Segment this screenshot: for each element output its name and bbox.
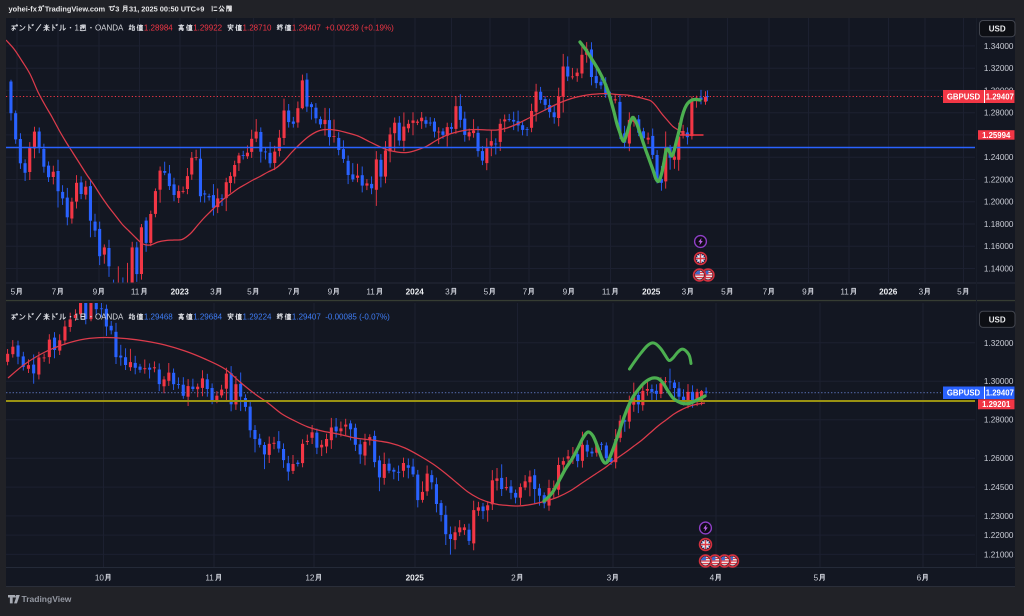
svg-text:1.29922: 1.29922 (193, 24, 222, 33)
svg-text:3: 3 (210, 287, 215, 296)
svg-text:9: 9 (328, 287, 333, 296)
svg-text:1.14000: 1.14000 (984, 264, 1014, 273)
svg-text:1.20000: 1.20000 (984, 198, 1014, 207)
svg-text:1.24000: 1.24000 (984, 153, 1014, 162)
svg-text:1.22000: 1.22000 (984, 531, 1014, 540)
svg-text:+0.00239 (+0.19%): +0.00239 (+0.19%) (325, 24, 394, 33)
svg-text:11: 11 (602, 287, 611, 296)
svg-text:1.21000: 1.21000 (984, 550, 1014, 559)
svg-text:1: 1 (75, 313, 80, 322)
svg-text:5: 5 (484, 287, 489, 296)
svg-text:5: 5 (957, 287, 962, 296)
svg-text:9: 9 (93, 287, 98, 296)
svg-text:9: 9 (563, 287, 568, 296)
svg-text:1.32000: 1.32000 (984, 64, 1014, 73)
svg-text:USD: USD (989, 315, 1006, 324)
svg-text:5: 5 (11, 287, 16, 296)
svg-text:OANDA: OANDA (95, 313, 124, 322)
svg-text:6: 6 (917, 573, 922, 582)
svg-text:2023: 2023 (171, 287, 190, 296)
svg-text:3: 3 (607, 573, 612, 582)
svg-text:2025: 2025 (642, 287, 661, 296)
svg-text:7: 7 (763, 287, 768, 296)
svg-text:1.29407: 1.29407 (986, 92, 1014, 101)
svg-text:TradingView: TradingView (22, 594, 72, 604)
svg-text:USD: USD (989, 25, 1006, 34)
svg-text:TradingView.com: TradingView.com (45, 4, 106, 13)
svg-text:11: 11 (840, 287, 849, 296)
svg-text:1.28000: 1.28000 (984, 416, 1014, 425)
svg-text:2024: 2024 (406, 287, 425, 296)
svg-text:1.22000: 1.22000 (984, 175, 1014, 184)
svg-text:1.29407: 1.29407 (986, 389, 1014, 398)
svg-text:3: 3 (682, 287, 687, 296)
svg-text:5: 5 (814, 573, 819, 582)
svg-text:9: 9 (802, 287, 807, 296)
svg-text:11: 11 (205, 573, 214, 582)
svg-text:yohei-fx: yohei-fx (9, 4, 38, 13)
svg-text:1.24500: 1.24500 (984, 483, 1014, 492)
svg-text:7: 7 (52, 287, 57, 296)
svg-text:OANDA: OANDA (95, 24, 124, 33)
svg-text:7: 7 (288, 287, 293, 296)
svg-text:7: 7 (523, 287, 528, 296)
svg-text:2: 2 (511, 573, 516, 582)
svg-text:1.25994: 1.25994 (982, 131, 1011, 140)
svg-text:1: 1 (75, 24, 80, 33)
svg-text:1.30000: 1.30000 (984, 377, 1014, 386)
svg-text:1.29407: 1.29407 (292, 24, 321, 33)
svg-text:5: 5 (721, 287, 726, 296)
svg-text:1.18000: 1.18000 (984, 220, 1014, 229)
svg-text:10: 10 (95, 573, 105, 582)
svg-text:GBPUSD: GBPUSD (947, 92, 981, 101)
svg-text:2026: 2026 (879, 287, 898, 296)
svg-text:1.34000: 1.34000 (984, 42, 1014, 51)
svg-text:2025: 2025 (406, 573, 425, 582)
svg-text:1.32000: 1.32000 (984, 339, 1014, 348)
svg-text:12: 12 (305, 573, 315, 582)
svg-text:3: 3 (445, 287, 450, 296)
svg-text:1.29201: 1.29201 (982, 400, 1011, 409)
svg-text:31, 2025 00:50 UTC+9: 31, 2025 00:50 UTC+9 (129, 4, 204, 13)
svg-text:-0.00085 (-0.07%): -0.00085 (-0.07%) (325, 313, 390, 322)
svg-text:1.29468: 1.29468 (144, 313, 173, 322)
svg-text:1.28000: 1.28000 (984, 109, 1014, 118)
svg-text:1.23000: 1.23000 (984, 512, 1014, 521)
svg-text:3: 3 (115, 4, 119, 13)
svg-text:1.29407: 1.29407 (292, 313, 321, 322)
svg-text:5: 5 (247, 287, 252, 296)
svg-text:GBPUSD: GBPUSD (947, 389, 981, 398)
svg-text:4: 4 (710, 573, 715, 582)
svg-text:1.26000: 1.26000 (984, 454, 1014, 463)
svg-text:11: 11 (366, 287, 375, 296)
svg-text:1.29224: 1.29224 (243, 313, 272, 322)
svg-text:1.16000: 1.16000 (984, 242, 1014, 251)
svg-text:1.28710: 1.28710 (243, 24, 272, 33)
svg-text:11: 11 (131, 287, 140, 296)
svg-text:1.28984: 1.28984 (144, 24, 173, 33)
svg-text:3: 3 (919, 287, 924, 296)
svg-text:1.29684: 1.29684 (193, 313, 222, 322)
